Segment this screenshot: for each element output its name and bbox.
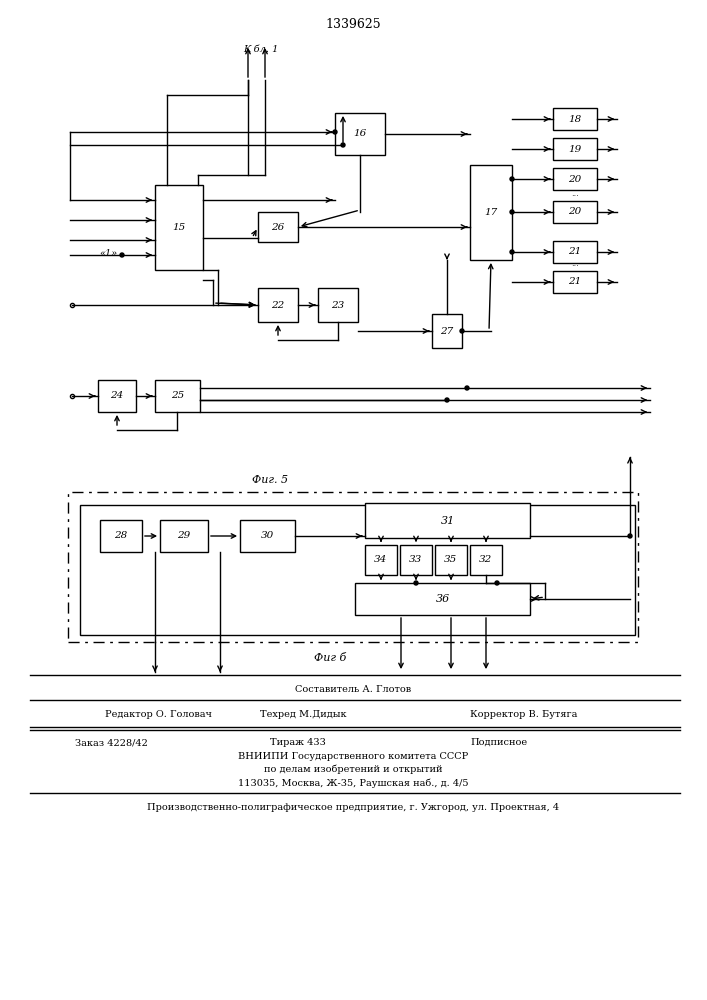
Text: 17: 17 <box>484 208 498 217</box>
Bar <box>553 108 597 130</box>
Text: 22: 22 <box>271 300 285 310</box>
Text: Фиг. 5: Фиг. 5 <box>252 475 288 485</box>
Text: 29: 29 <box>177 532 191 540</box>
Text: 18: 18 <box>568 114 582 123</box>
Text: Тираж 433: Тираж 433 <box>270 738 326 747</box>
Text: 1339625: 1339625 <box>325 17 381 30</box>
Bar <box>432 314 462 348</box>
Text: «1»: «1» <box>100 248 118 257</box>
Circle shape <box>465 386 469 390</box>
Circle shape <box>495 581 499 585</box>
Circle shape <box>414 581 418 585</box>
Text: 34: 34 <box>375 556 387 564</box>
Circle shape <box>460 329 464 333</box>
Text: 25: 25 <box>171 391 184 400</box>
Text: Заказ 4228/42: Заказ 4228/42 <box>75 738 148 747</box>
Circle shape <box>510 177 514 181</box>
Bar <box>258 212 298 242</box>
Bar <box>553 201 597 223</box>
Bar <box>355 583 530 615</box>
Bar <box>155 380 200 412</box>
Text: ...: ... <box>571 259 579 268</box>
Bar <box>365 503 530 538</box>
Circle shape <box>628 534 632 538</box>
Circle shape <box>341 143 345 147</box>
Circle shape <box>445 398 449 402</box>
Bar <box>553 138 597 160</box>
Bar <box>155 185 203 270</box>
Text: К бл. 1: К бл. 1 <box>243 45 279 54</box>
Text: 21: 21 <box>568 247 582 256</box>
Bar <box>100 520 142 552</box>
Text: по делам изобретений и открытий: по делам изобретений и открытий <box>264 765 443 774</box>
Bar <box>553 241 597 263</box>
Text: 20: 20 <box>568 174 582 184</box>
Text: Подписное: Подписное <box>470 738 527 747</box>
Circle shape <box>120 253 124 257</box>
Bar <box>98 380 136 412</box>
Text: 19: 19 <box>568 144 582 153</box>
Circle shape <box>510 210 514 214</box>
Text: 21: 21 <box>568 277 582 286</box>
Text: Техред М.Дидык: Техред М.Дидык <box>260 710 346 719</box>
Bar <box>258 288 298 322</box>
Bar <box>240 520 295 552</box>
Text: 113035, Москва, Ж-35, Раушская наб., д. 4/5: 113035, Москва, Ж-35, Раушская наб., д. … <box>238 778 468 788</box>
Bar <box>470 165 512 260</box>
Text: Фиг б: Фиг б <box>314 653 346 663</box>
Circle shape <box>333 130 337 134</box>
Text: 20: 20 <box>568 208 582 217</box>
Text: 30: 30 <box>261 532 274 540</box>
Text: Редактор О. Головач: Редактор О. Головач <box>105 710 212 719</box>
Bar <box>365 545 397 575</box>
Bar <box>435 545 467 575</box>
Bar <box>318 288 358 322</box>
Text: 23: 23 <box>332 300 344 310</box>
Text: 16: 16 <box>354 129 367 138</box>
Bar <box>335 113 385 155</box>
Text: 35: 35 <box>445 556 457 564</box>
Text: 33: 33 <box>409 556 423 564</box>
Text: 36: 36 <box>436 594 450 604</box>
Text: Производственно-полиграфическое предприятие, г. Ужгород, ул. Проектная, 4: Производственно-полиграфическое предприя… <box>147 803 559 812</box>
Text: Составитель А. Глотов: Составитель А. Глотов <box>295 685 411 694</box>
Text: 32: 32 <box>479 556 493 564</box>
Text: ...: ... <box>571 189 579 198</box>
Text: 28: 28 <box>115 532 128 540</box>
Bar <box>80 505 635 635</box>
Bar <box>470 545 502 575</box>
Bar <box>553 168 597 190</box>
Text: Корректор В. Бутяга: Корректор В. Бутяга <box>470 710 578 719</box>
Text: 27: 27 <box>440 326 454 336</box>
Bar <box>553 271 597 293</box>
Text: ВНИИПИ Государственного комитета СССР: ВНИИПИ Государственного комитета СССР <box>238 752 468 761</box>
Bar <box>400 545 432 575</box>
Circle shape <box>510 250 514 254</box>
Text: 26: 26 <box>271 223 285 232</box>
Text: 24: 24 <box>110 391 124 400</box>
Text: 15: 15 <box>173 223 186 232</box>
Bar <box>160 520 208 552</box>
Text: 31: 31 <box>440 516 455 526</box>
